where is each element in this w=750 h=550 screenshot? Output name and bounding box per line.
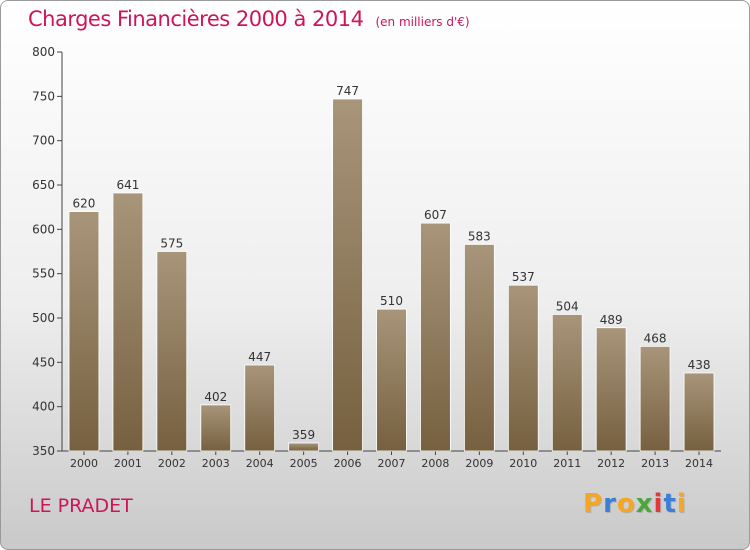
bar bbox=[464, 244, 495, 452]
bar bbox=[683, 372, 715, 452]
bar bbox=[200, 404, 232, 452]
bar bbox=[595, 327, 627, 452]
y-tick-label: 800 bbox=[32, 45, 55, 59]
x-tick-label: 2006 bbox=[334, 457, 362, 470]
y-tick-label: 600 bbox=[32, 222, 55, 236]
x-tick-label: 2000 bbox=[70, 457, 98, 470]
proxiti-logo[interactable]: Proxiti bbox=[583, 489, 687, 519]
bar bbox=[112, 192, 144, 452]
bar-value-label: 537 bbox=[512, 270, 535, 284]
bars: 620 641 575 402 447 359 747 510 607 583 537 504 489 4… bbox=[68, 84, 715, 452]
bar bbox=[376, 308, 407, 452]
x-tick-label: 2009 bbox=[465, 457, 493, 470]
bar bbox=[244, 364, 276, 452]
x-tick-label: 2003 bbox=[202, 457, 230, 470]
x-tick-label: 2010 bbox=[509, 457, 537, 470]
bar-value-label: 510 bbox=[380, 294, 403, 308]
bar-value-label: 359 bbox=[292, 428, 315, 442]
bar-value-label: 489 bbox=[600, 313, 623, 327]
y-tick-label: 450 bbox=[32, 355, 55, 369]
bar bbox=[551, 314, 583, 452]
bar-value-label: 402 bbox=[204, 390, 227, 404]
x-tick-label: 2008 bbox=[421, 457, 449, 470]
x-tick-label: 2014 bbox=[685, 457, 713, 470]
bar-value-label: 641 bbox=[116, 178, 139, 192]
bar-value-label: 468 bbox=[644, 331, 667, 345]
logo-letter: P bbox=[583, 489, 604, 519]
bar bbox=[639, 345, 671, 452]
bar-value-label: 438 bbox=[688, 358, 711, 372]
y-tick-label: 500 bbox=[32, 311, 55, 325]
x-tick-label: 2011 bbox=[553, 457, 581, 470]
x-tick-label: 2013 bbox=[641, 457, 669, 470]
bar-value-label: 504 bbox=[556, 299, 579, 313]
logo-letter: t bbox=[663, 489, 677, 519]
logo-letter: x bbox=[635, 489, 654, 519]
x-tick-label: 2007 bbox=[378, 457, 406, 470]
y-tick-label: 750 bbox=[32, 89, 55, 103]
bar-value-label: 583 bbox=[468, 229, 491, 243]
bar bbox=[507, 284, 539, 452]
bar bbox=[332, 98, 363, 452]
bar-value-label: 607 bbox=[424, 208, 447, 222]
bar-value-label: 747 bbox=[336, 84, 359, 98]
bar-value-label: 575 bbox=[160, 237, 183, 251]
y-tick-label: 700 bbox=[32, 134, 55, 148]
title-text: Charges Financières 2000 à 2014 bbox=[28, 7, 364, 31]
x-axis: 2000 2001 2002 2003 2004 2005 2006 2007 2008 2009… bbox=[62, 450, 721, 470]
y-axis: 350 400 450 500 550 600 650 700 750 800 bbox=[32, 45, 63, 458]
y-tick-label: 650 bbox=[32, 178, 55, 192]
y-tick-label: 400 bbox=[32, 400, 55, 414]
y-tick-label: 350 bbox=[32, 444, 55, 458]
y-tick-label: 550 bbox=[32, 267, 55, 281]
chart-title: Charges Financières 2000 à 2014 (en milli… bbox=[28, 7, 470, 31]
x-tick-label: 2004 bbox=[246, 457, 274, 470]
logo-letter: o bbox=[616, 489, 636, 519]
bar-value-label: 447 bbox=[248, 350, 271, 364]
commune-name: LE PRADET bbox=[29, 495, 133, 517]
logo-letter: i bbox=[676, 489, 687, 519]
logo-letter: r bbox=[603, 489, 617, 519]
bar bbox=[156, 251, 188, 452]
x-tick-label: 2005 bbox=[290, 457, 318, 470]
chart-subtitle: (en milliers d'€) bbox=[375, 15, 470, 29]
bar bbox=[68, 211, 100, 452]
bar-value-label: 620 bbox=[73, 197, 96, 211]
bar bbox=[420, 222, 451, 452]
x-tick-label: 2002 bbox=[158, 457, 186, 470]
x-tick-label: 2012 bbox=[597, 457, 625, 470]
logo-letter: i bbox=[653, 489, 664, 519]
bar bbox=[288, 442, 319, 452]
x-tick-label: 2001 bbox=[114, 457, 142, 470]
